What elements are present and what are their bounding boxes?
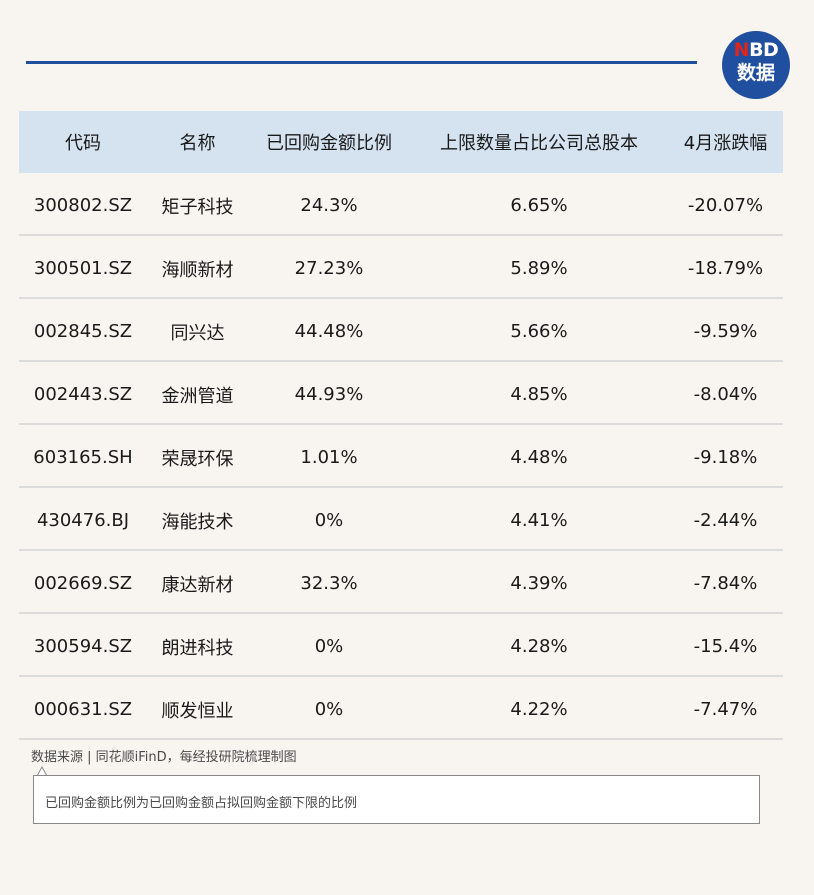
cell-name: 金洲管道: [161, 385, 234, 407]
cell-code: 603165.SH: [33, 447, 133, 468]
cell-april-change: -8.04%: [693, 384, 758, 405]
table-row: 002669.SZ 康达新材 32.3% 4.39% -7.84%: [19, 551, 783, 614]
table-row: 002443.SZ 金洲管道 44.93% 4.85% -8.04%: [19, 362, 783, 425]
cell-buyback-ratio: 27.23%: [294, 258, 364, 279]
cell-buyback-ratio: 44.48%: [294, 321, 364, 342]
table-body: 300802.SZ 矩子科技 24.3% 6.65% -20.07% 300501.SZ 海…: [19, 173, 783, 740]
cell-april-change: -18.79%: [687, 258, 764, 279]
cell-april-change: -7.84%: [693, 573, 758, 594]
buyback-table: 代码 名称 已回购金额比例 上限数量占比公司总股本 4月涨跌幅 300802.S…: [19, 111, 783, 740]
cell-buyback-ratio: 24.3%: [300, 195, 358, 216]
logo-label: 数据: [736, 62, 775, 84]
table-row: 300501.SZ 海顺新材 27.23% 5.89% -18.79%: [19, 236, 783, 299]
table-row: 002845.SZ 同兴达 44.48% 5.66% -9.59%: [19, 299, 783, 362]
cell-code: 300501.SZ: [33, 258, 133, 279]
cell-cap-share-ratio: 4.39%: [510, 573, 568, 594]
table-row: 000631.SZ 顺发恒业 0% 4.22% -7.47%: [19, 677, 783, 740]
cell-cap-share-ratio: 4.28%: [510, 636, 568, 657]
cell-buyback-ratio: 44.93%: [294, 384, 364, 405]
header-rule: [26, 61, 697, 64]
table-row: 603165.SH 荣晟环保 1.01% 4.48% -9.18%: [19, 425, 783, 488]
cell-april-change: -9.59%: [693, 321, 758, 342]
cell-code: 000631.SZ: [33, 699, 133, 720]
cell-name: 朗进科技: [161, 637, 234, 659]
cell-code: 002845.SZ: [33, 321, 133, 342]
header-buyback-ratio: 已回购金额比例: [266, 133, 392, 154]
cell-cap-share-ratio: 4.85%: [510, 384, 568, 405]
cell-buyback-ratio: 0%: [314, 636, 344, 657]
table-row: 430476.BJ 海能技术 0% 4.41% -2.44%: [19, 488, 783, 551]
header-name: 名称: [179, 133, 216, 154]
cell-april-change: -7.47%: [693, 699, 758, 720]
cell-cap-share-ratio: 4.22%: [510, 699, 568, 720]
cell-name: 海能技术: [161, 511, 234, 533]
cell-code: 300802.SZ: [33, 195, 133, 216]
cell-cap-share-ratio: 5.89%: [510, 258, 568, 279]
table-row: 300594.SZ 朗进科技 0% 4.28% -15.4%: [19, 614, 783, 677]
cell-cap-share-ratio: 5.66%: [510, 321, 568, 342]
cell-cap-share-ratio: 6.65%: [510, 195, 568, 216]
cell-name: 矩子科技: [161, 196, 234, 218]
cell-name: 同兴达: [170, 322, 225, 344]
table-header-row: 代码 名称 已回购金额比例 上限数量占比公司总股本 4月涨跌幅: [19, 111, 783, 173]
footnote-box: 已回购金额比例为已回购金额占拟回购金额下限的比例: [33, 775, 760, 824]
cell-buyback-ratio: 32.3%: [300, 573, 358, 594]
cell-name: 顺发恒业: [161, 700, 234, 722]
cell-april-change: -9.18%: [693, 447, 758, 468]
header-april-change: 4月涨跌幅: [683, 133, 768, 154]
table-row: 300802.SZ 矩子科技 24.3% 6.65% -20.07%: [19, 173, 783, 236]
cell-cap-share-ratio: 4.48%: [510, 447, 568, 468]
header-code: 代码: [65, 133, 101, 154]
header-cap-share-ratio: 上限数量占比公司总股本: [440, 133, 638, 154]
cell-name: 荣晟环保: [161, 448, 234, 470]
cell-name: 康达新材: [161, 574, 234, 596]
cell-april-change: -2.44%: [693, 510, 758, 531]
nbd-data-logo: NBD 数据: [722, 31, 790, 99]
cell-code: 002669.SZ: [33, 573, 133, 594]
cell-buyback-ratio: 0%: [314, 510, 344, 531]
cell-name: 海顺新材: [161, 259, 234, 281]
cell-april-change: -20.07%: [687, 195, 764, 216]
note-pointer: [37, 766, 47, 776]
cell-april-change: -15.4%: [693, 636, 758, 657]
cell-cap-share-ratio: 4.41%: [510, 510, 568, 531]
footnote-text: 已回购金额比例为已回购金额占拟回购金额下限的比例: [45, 796, 358, 811]
cell-code: 002443.SZ: [33, 384, 133, 405]
cell-code: 430476.BJ: [36, 510, 130, 531]
cell-buyback-ratio: 0%: [314, 699, 344, 720]
cell-code: 300594.SZ: [33, 636, 133, 657]
data-source-note: 数据来源 | 同花顺iFinD，每经投研院梳理制图: [31, 750, 297, 765]
logo-letters-bd: BD: [749, 39, 779, 61]
logo-letter-n: N: [733, 39, 750, 61]
cell-buyback-ratio: 1.01%: [300, 447, 358, 468]
